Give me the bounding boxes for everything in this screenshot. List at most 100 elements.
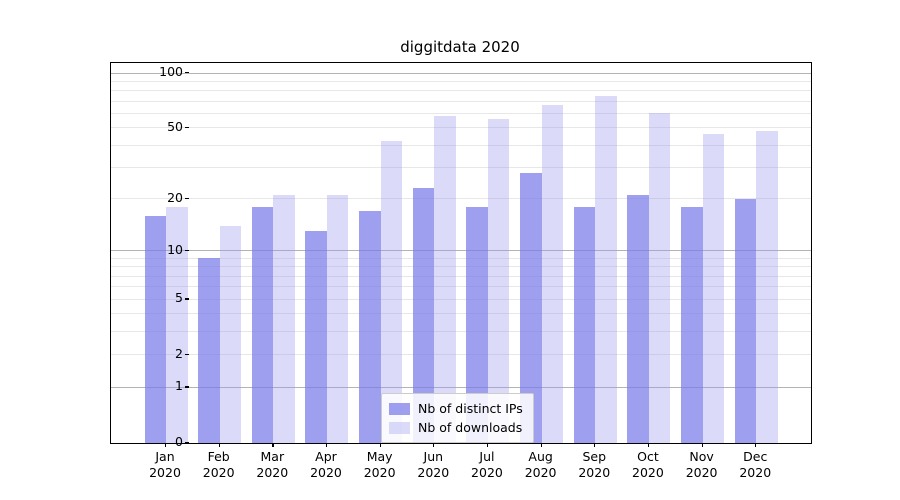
gridline-major <box>111 72 811 74</box>
y-tick-label: 100 <box>159 64 183 79</box>
bar-downloads <box>219 225 242 443</box>
x-tick-year: 2020 <box>471 464 503 480</box>
gridline-major <box>111 386 811 388</box>
gridline-minor <box>111 298 811 300</box>
gridline-minor <box>111 257 811 259</box>
bar-downloads <box>273 195 295 443</box>
y-tick-mark <box>185 72 189 74</box>
bar-downloads <box>326 195 349 443</box>
gridline-minor <box>111 100 811 102</box>
x-tick-month: Feb <box>207 449 230 464</box>
x-tick-label: Apr 2020 <box>296 449 356 480</box>
bar-downloads <box>380 141 403 443</box>
gridline-minor <box>111 275 811 277</box>
y-tick-mark <box>185 126 189 128</box>
x-tick-mark <box>433 443 435 447</box>
gridline-minor <box>111 112 811 114</box>
chart-title: diggitdata 2020 <box>400 38 520 56</box>
bar-downloads <box>166 206 188 443</box>
x-tick-mark <box>594 443 596 447</box>
plot-area: Nb of distinct IPs Nb of downloads <box>110 62 812 444</box>
gridline-minor <box>111 286 811 288</box>
bar-downloads <box>702 134 725 443</box>
gridline-minor <box>111 144 811 146</box>
bar-distinct-ips <box>627 195 649 443</box>
gridline-minor <box>111 90 811 92</box>
gridline-minor <box>111 127 811 129</box>
x-tick-month: Mar <box>260 449 285 464</box>
x-tick-label: Dec 2020 <box>725 449 785 480</box>
x-tick-month: Jun <box>423 449 444 464</box>
x-tick-year: 2020 <box>685 464 718 480</box>
y-tick-mark <box>185 197 189 200</box>
x-tick-label: Oct 2020 <box>618 449 678 480</box>
gridline-minor <box>111 266 811 268</box>
y-tick-label: 2 <box>175 345 183 361</box>
gridline-minor <box>111 167 811 169</box>
x-tick-year: 2020 <box>632 464 664 480</box>
x-tick-mark <box>379 443 381 447</box>
x-tick-label: Feb 2020 <box>189 449 249 480</box>
y-tick-label: 10 <box>167 241 183 257</box>
x-tick-mark <box>701 443 703 447</box>
y-tick-mark <box>185 249 189 251</box>
bar-downloads <box>595 95 617 443</box>
x-tick-month: Apr <box>315 449 337 464</box>
legend-swatch-distinct-ips <box>389 402 410 415</box>
legend: Nb of distinct IPs Nb of downloads <box>381 393 534 443</box>
y-tick-label: 1 <box>175 378 183 394</box>
x-tick-year: 2020 <box>524 464 557 480</box>
bar-distinct-ips <box>305 231 327 443</box>
x-tick-month: Sep <box>582 449 607 464</box>
legend-swatch-downloads <box>389 421 410 434</box>
y-tick-label: 50 <box>167 118 183 134</box>
x-tick-year: 2020 <box>363 464 396 480</box>
gridline-minor <box>111 331 811 333</box>
x-tick-month: May <box>366 449 393 464</box>
x-tick-month: Jan <box>155 449 175 464</box>
y-tick-mark <box>185 386 189 388</box>
x-tick-label: Jul 2020 <box>457 449 517 480</box>
x-tick-year: 2020 <box>310 464 342 480</box>
bar-distinct-ips <box>734 198 757 443</box>
x-tick-year: 2020 <box>202 464 235 480</box>
legend-label-distinct-ips: Nb of distinct IPs <box>418 401 523 416</box>
x-tick-mark <box>218 443 220 447</box>
gridline-minor <box>111 354 811 356</box>
x-tick-mark <box>486 443 489 447</box>
x-tick-year: 2020 <box>578 464 611 480</box>
x-tick-label: Sep 2020 <box>564 449 624 480</box>
x-tick-mark <box>540 443 542 447</box>
y-tick-mark <box>185 442 189 444</box>
y-tick-label: 20 <box>167 189 183 205</box>
x-tick-month: Dec <box>743 449 768 464</box>
x-tick-month: Jul <box>479 449 495 464</box>
x-tick-mark <box>272 443 274 447</box>
gridline-minor <box>111 80 811 82</box>
x-tick-year: 2020 <box>149 464 181 480</box>
x-tick-label: May 2020 <box>350 449 410 480</box>
y-tick-mark <box>185 298 189 300</box>
y-tick-label: 0 <box>175 434 183 449</box>
x-tick-month: Nov <box>689 449 714 464</box>
bar-downloads <box>756 131 778 443</box>
y-tick-mark <box>185 353 189 356</box>
x-tick-mark <box>647 443 650 447</box>
bar-distinct-ips <box>466 206 488 443</box>
x-tick-year: 2020 <box>739 464 772 480</box>
bar-distinct-ips <box>520 173 542 443</box>
legend-row-distinct-ips: Nb of distinct IPs <box>389 399 523 418</box>
bar-distinct-ips <box>144 215 166 443</box>
x-tick-mark <box>165 443 167 447</box>
x-tick-label: Jan 2020 <box>135 449 195 480</box>
x-tick-month: Oct <box>637 449 659 464</box>
x-tick-year: 2020 <box>256 464 289 480</box>
x-tick-mark <box>325 443 328 447</box>
x-tick-month: Aug <box>528 449 553 464</box>
legend-label-downloads: Nb of downloads <box>418 420 523 435</box>
gridline-minor <box>111 198 811 200</box>
x-tick-year: 2020 <box>417 464 450 480</box>
bar-downloads <box>541 104 564 443</box>
legend-row-downloads: Nb of downloads <box>389 418 523 437</box>
